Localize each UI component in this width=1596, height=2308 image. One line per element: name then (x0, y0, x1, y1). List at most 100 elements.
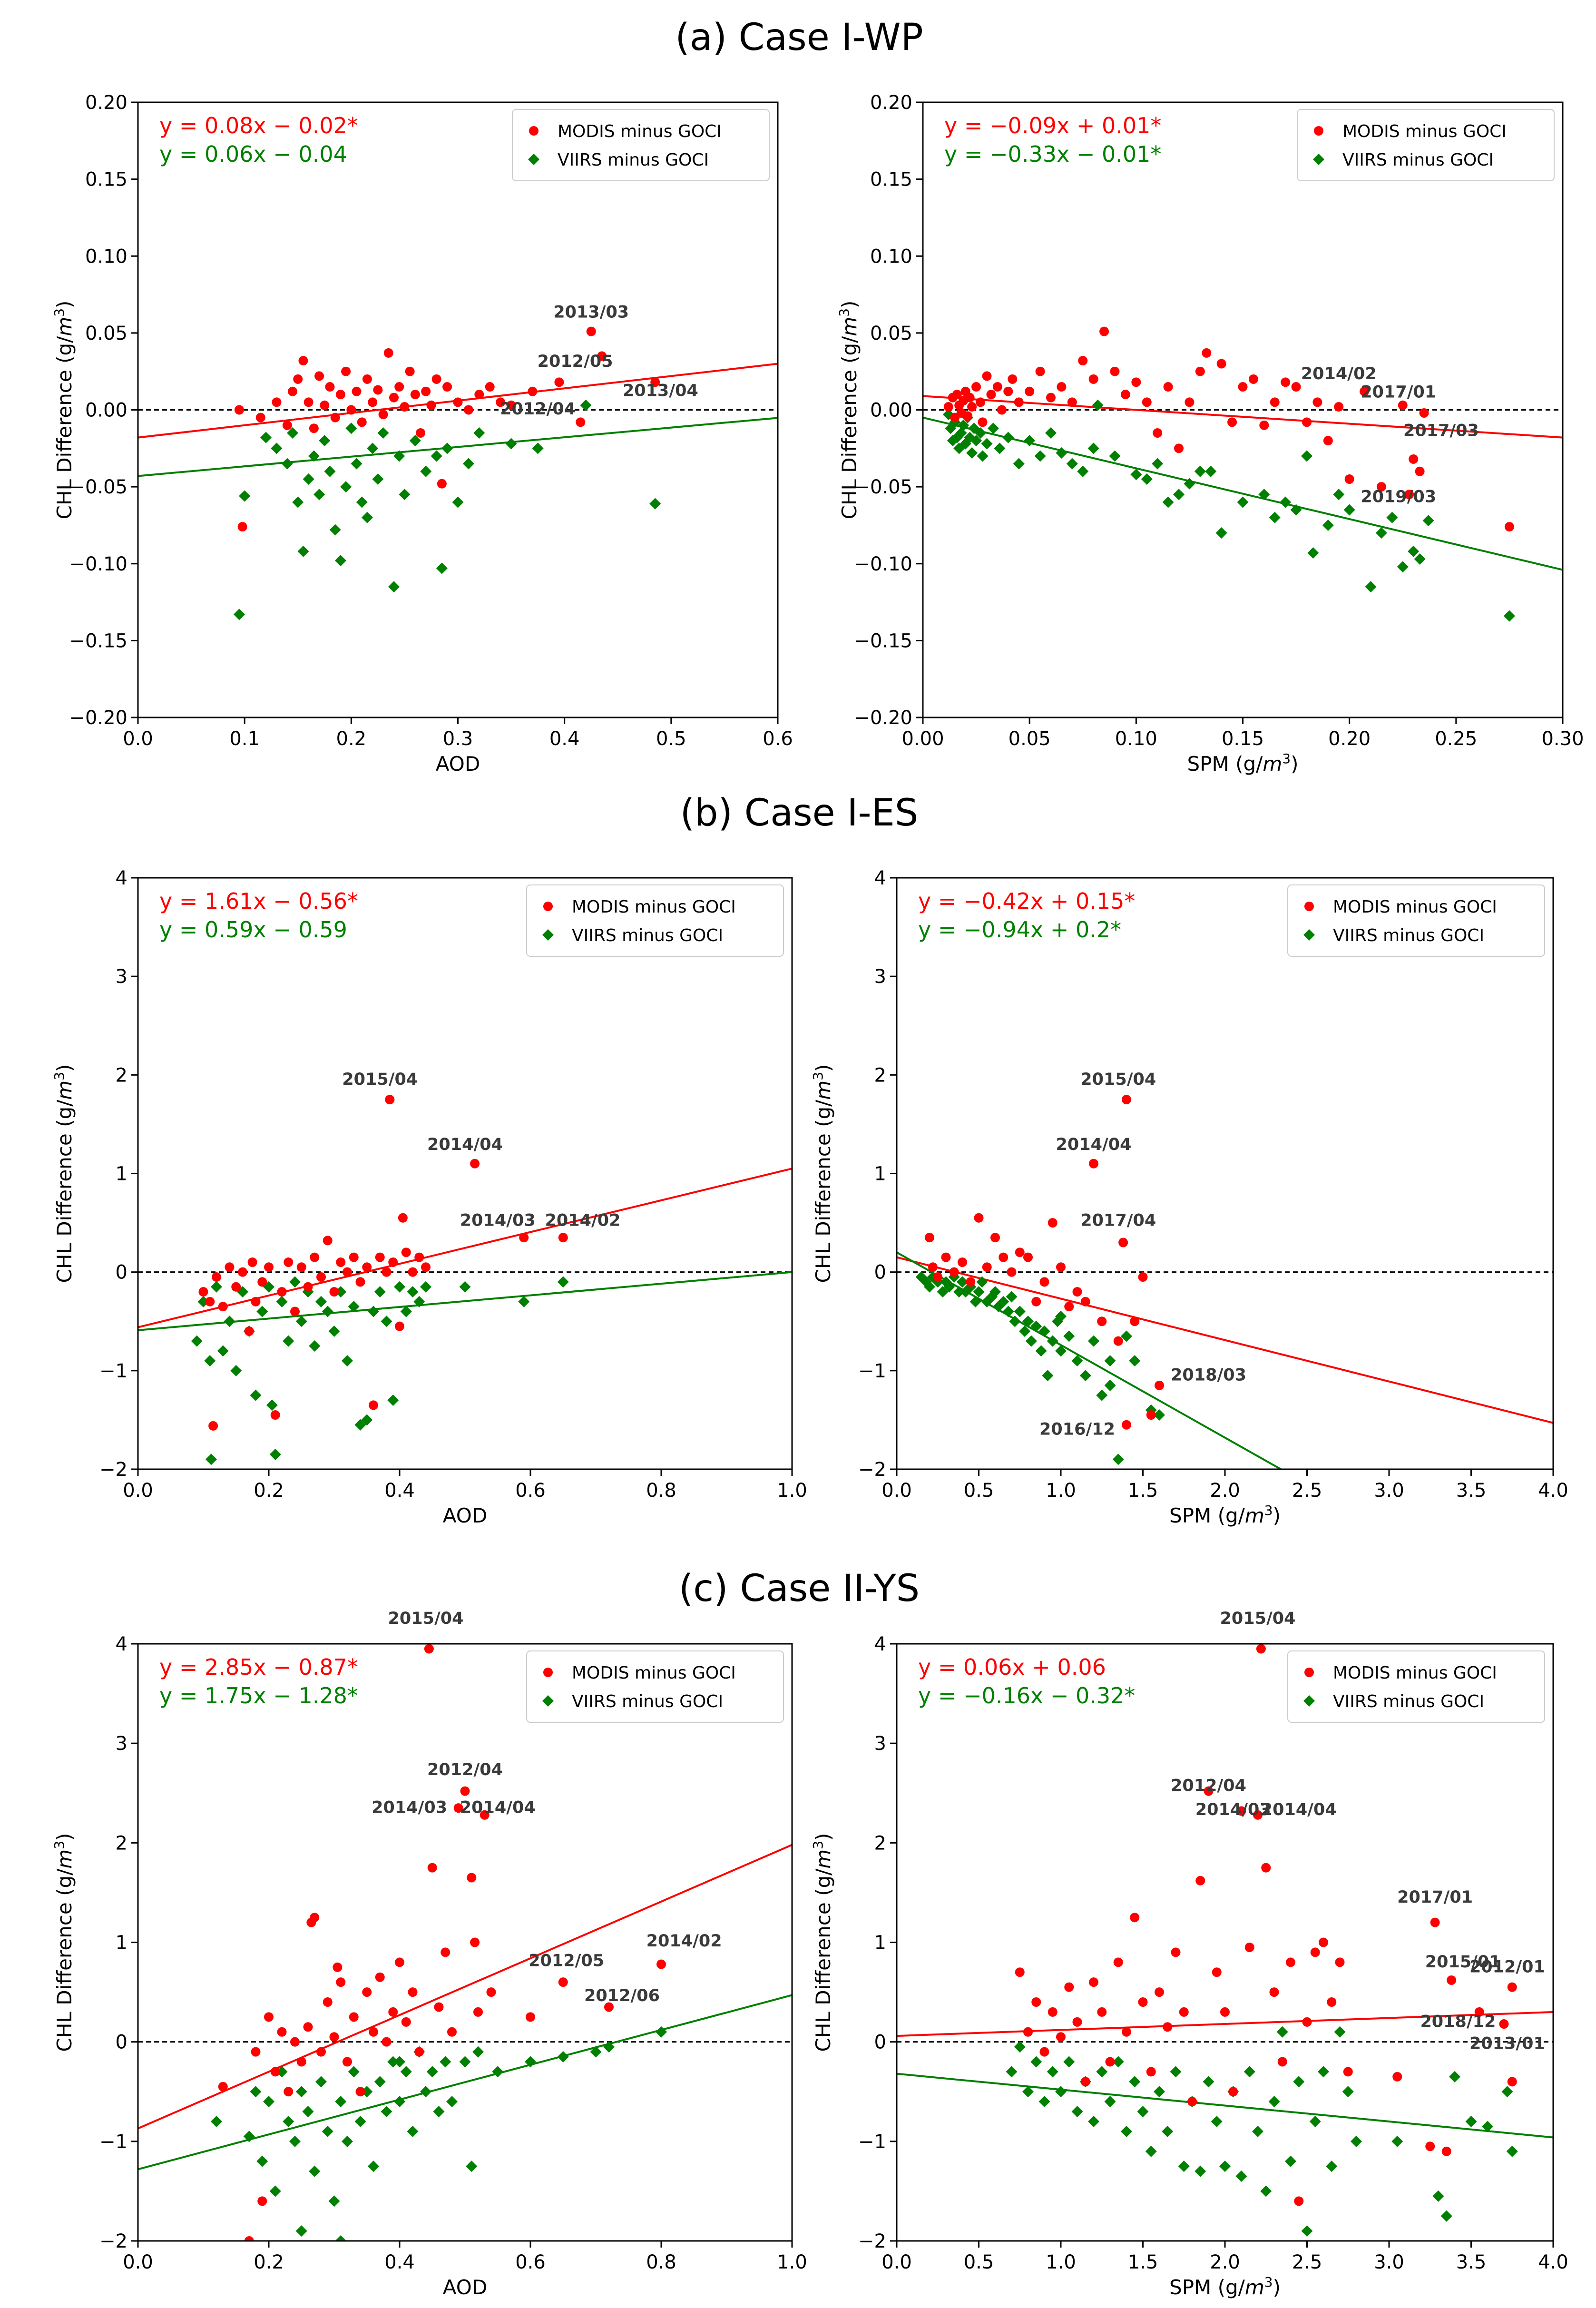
viirs-point (361, 511, 373, 523)
modis-point (1015, 1247, 1025, 1257)
modis-point (1334, 402, 1344, 412)
modis-fit-line (897, 1256, 1553, 1424)
viirs-point (420, 2086, 431, 2098)
modis-point (244, 2236, 254, 2241)
viirs-point (394, 2056, 405, 2068)
viirs-point (1503, 610, 1515, 622)
modis-point (421, 1262, 431, 1272)
x-tick-label: 0.0 (881, 2251, 912, 2273)
modis-point (257, 2196, 267, 2206)
modis-point (1023, 1252, 1033, 1262)
viirs-point (937, 1286, 949, 1298)
point-annotation: 2015/04 (388, 1609, 464, 1628)
viirs-point (342, 1355, 353, 1367)
viirs-point (287, 427, 299, 439)
x-tick-label: 0.5 (964, 1480, 994, 1502)
modis-point (982, 1262, 992, 1272)
viirs-point (649, 498, 661, 510)
viirs-point (1066, 458, 1078, 470)
modis-point (251, 1296, 261, 1306)
modis-point (554, 377, 564, 387)
legend-viirs-marker (1303, 1695, 1315, 1707)
modis-point (385, 1095, 395, 1105)
viirs-fit-equation: y = −0.16x − 0.32* (918, 1683, 1135, 1709)
viirs-point (1170, 2066, 1182, 2078)
legend-box (526, 884, 784, 957)
viirs-point (433, 2106, 445, 2118)
x-tick-label: 4.0 (1538, 2251, 1568, 2273)
modis-point (264, 1262, 274, 1272)
viirs-point (356, 496, 368, 508)
legend-viirs-label: VIIRS minus GOCI (572, 926, 723, 945)
modis-point (965, 393, 975, 403)
legend-modis-label: MODIS minus GOCI (572, 1663, 736, 1683)
viirs-point (1391, 2135, 1403, 2147)
viirs-point (319, 435, 331, 447)
viirs-point (436, 562, 448, 574)
x-tick-label: 3.0 (1374, 2251, 1404, 2273)
viirs-point (1071, 2106, 1083, 2118)
y-tick-label: 0.15 (85, 169, 127, 191)
point-annotation: 2017/04 (1080, 1211, 1156, 1230)
modis-point (368, 397, 378, 407)
x-tick-label: 0.4 (384, 1480, 415, 1502)
modis-point (1174, 443, 1184, 453)
viirs-point (532, 442, 544, 454)
viirs-point (393, 450, 405, 462)
modis-point (1130, 1316, 1140, 1326)
modis-point (485, 382, 495, 392)
viirs-fit-line (897, 2072, 1553, 2139)
viirs-point (1482, 2121, 1493, 2132)
viirs-point (987, 422, 999, 434)
viirs-point (1096, 1389, 1108, 1401)
viirs-point (452, 496, 464, 508)
modis-point (284, 1257, 294, 1267)
viirs-point (295, 1316, 307, 1327)
viirs-fit-equation: y = 0.59x − 0.59 (159, 917, 347, 943)
modis-point (1089, 1977, 1098, 1987)
viirs-point (354, 1419, 366, 1431)
modis-point (1216, 359, 1226, 369)
viirs-point (1024, 435, 1036, 447)
y-tick-label: 0.10 (870, 246, 912, 267)
viirs-point (966, 447, 978, 459)
x-tick-label: 4.0 (1538, 1480, 1568, 1502)
viirs-point (387, 2056, 399, 2068)
viirs-point (557, 1276, 569, 1288)
viirs-point (368, 1306, 379, 1317)
modis-point (408, 1987, 418, 1997)
modis-point (1072, 2017, 1082, 2027)
modis-point (1323, 436, 1333, 446)
y-tick-label: 2 (874, 1064, 886, 1086)
viirs-point (315, 1296, 327, 1307)
legend-viirs-label: VIIRS minus GOCI (558, 150, 709, 170)
legend-box (526, 1650, 784, 1723)
viirs-point (1422, 515, 1434, 527)
legend-box (512, 109, 770, 181)
y-tick-label: −0.20 (854, 707, 912, 729)
panel-title-a: (a) Case I-WP (675, 16, 923, 59)
viirs-point (1154, 1409, 1165, 1421)
modis-point (1122, 2027, 1131, 2037)
viirs-point (217, 1345, 229, 1357)
modis-point (382, 2037, 392, 2047)
modis-point (375, 1972, 385, 1982)
legend-viirs-label: VIIRS minus GOCI (572, 1692, 723, 1711)
viirs-point (322, 2125, 333, 2137)
viirs-point (191, 1335, 203, 1347)
modis-point (1122, 1095, 1131, 1105)
modis-point (496, 397, 506, 407)
y-axis-label: CHL Difference (g/m3) (51, 301, 77, 520)
viirs-point (283, 2116, 294, 2127)
modis-point (244, 1326, 254, 1336)
viirs-point (1112, 2056, 1124, 2068)
x-tick-label: 1.0 (777, 2251, 807, 2273)
modis-point (990, 1233, 1000, 1243)
point-annotation: 2017/03 (1403, 421, 1479, 440)
modis-point (414, 1252, 424, 1262)
viirs-point (1055, 1310, 1067, 1322)
modis-point (1294, 2196, 1304, 2206)
modis-point (604, 2002, 614, 2012)
